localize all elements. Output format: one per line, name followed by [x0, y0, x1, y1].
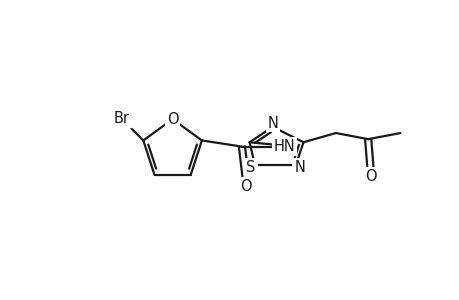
- Text: O: O: [167, 112, 178, 127]
- Text: N: N: [267, 116, 278, 130]
- Text: O: O: [364, 169, 375, 184]
- Text: HN: HN: [273, 139, 295, 154]
- Text: S: S: [246, 160, 255, 175]
- Text: Br: Br: [113, 111, 129, 126]
- Text: O: O: [240, 179, 251, 194]
- Text: N: N: [294, 160, 304, 175]
